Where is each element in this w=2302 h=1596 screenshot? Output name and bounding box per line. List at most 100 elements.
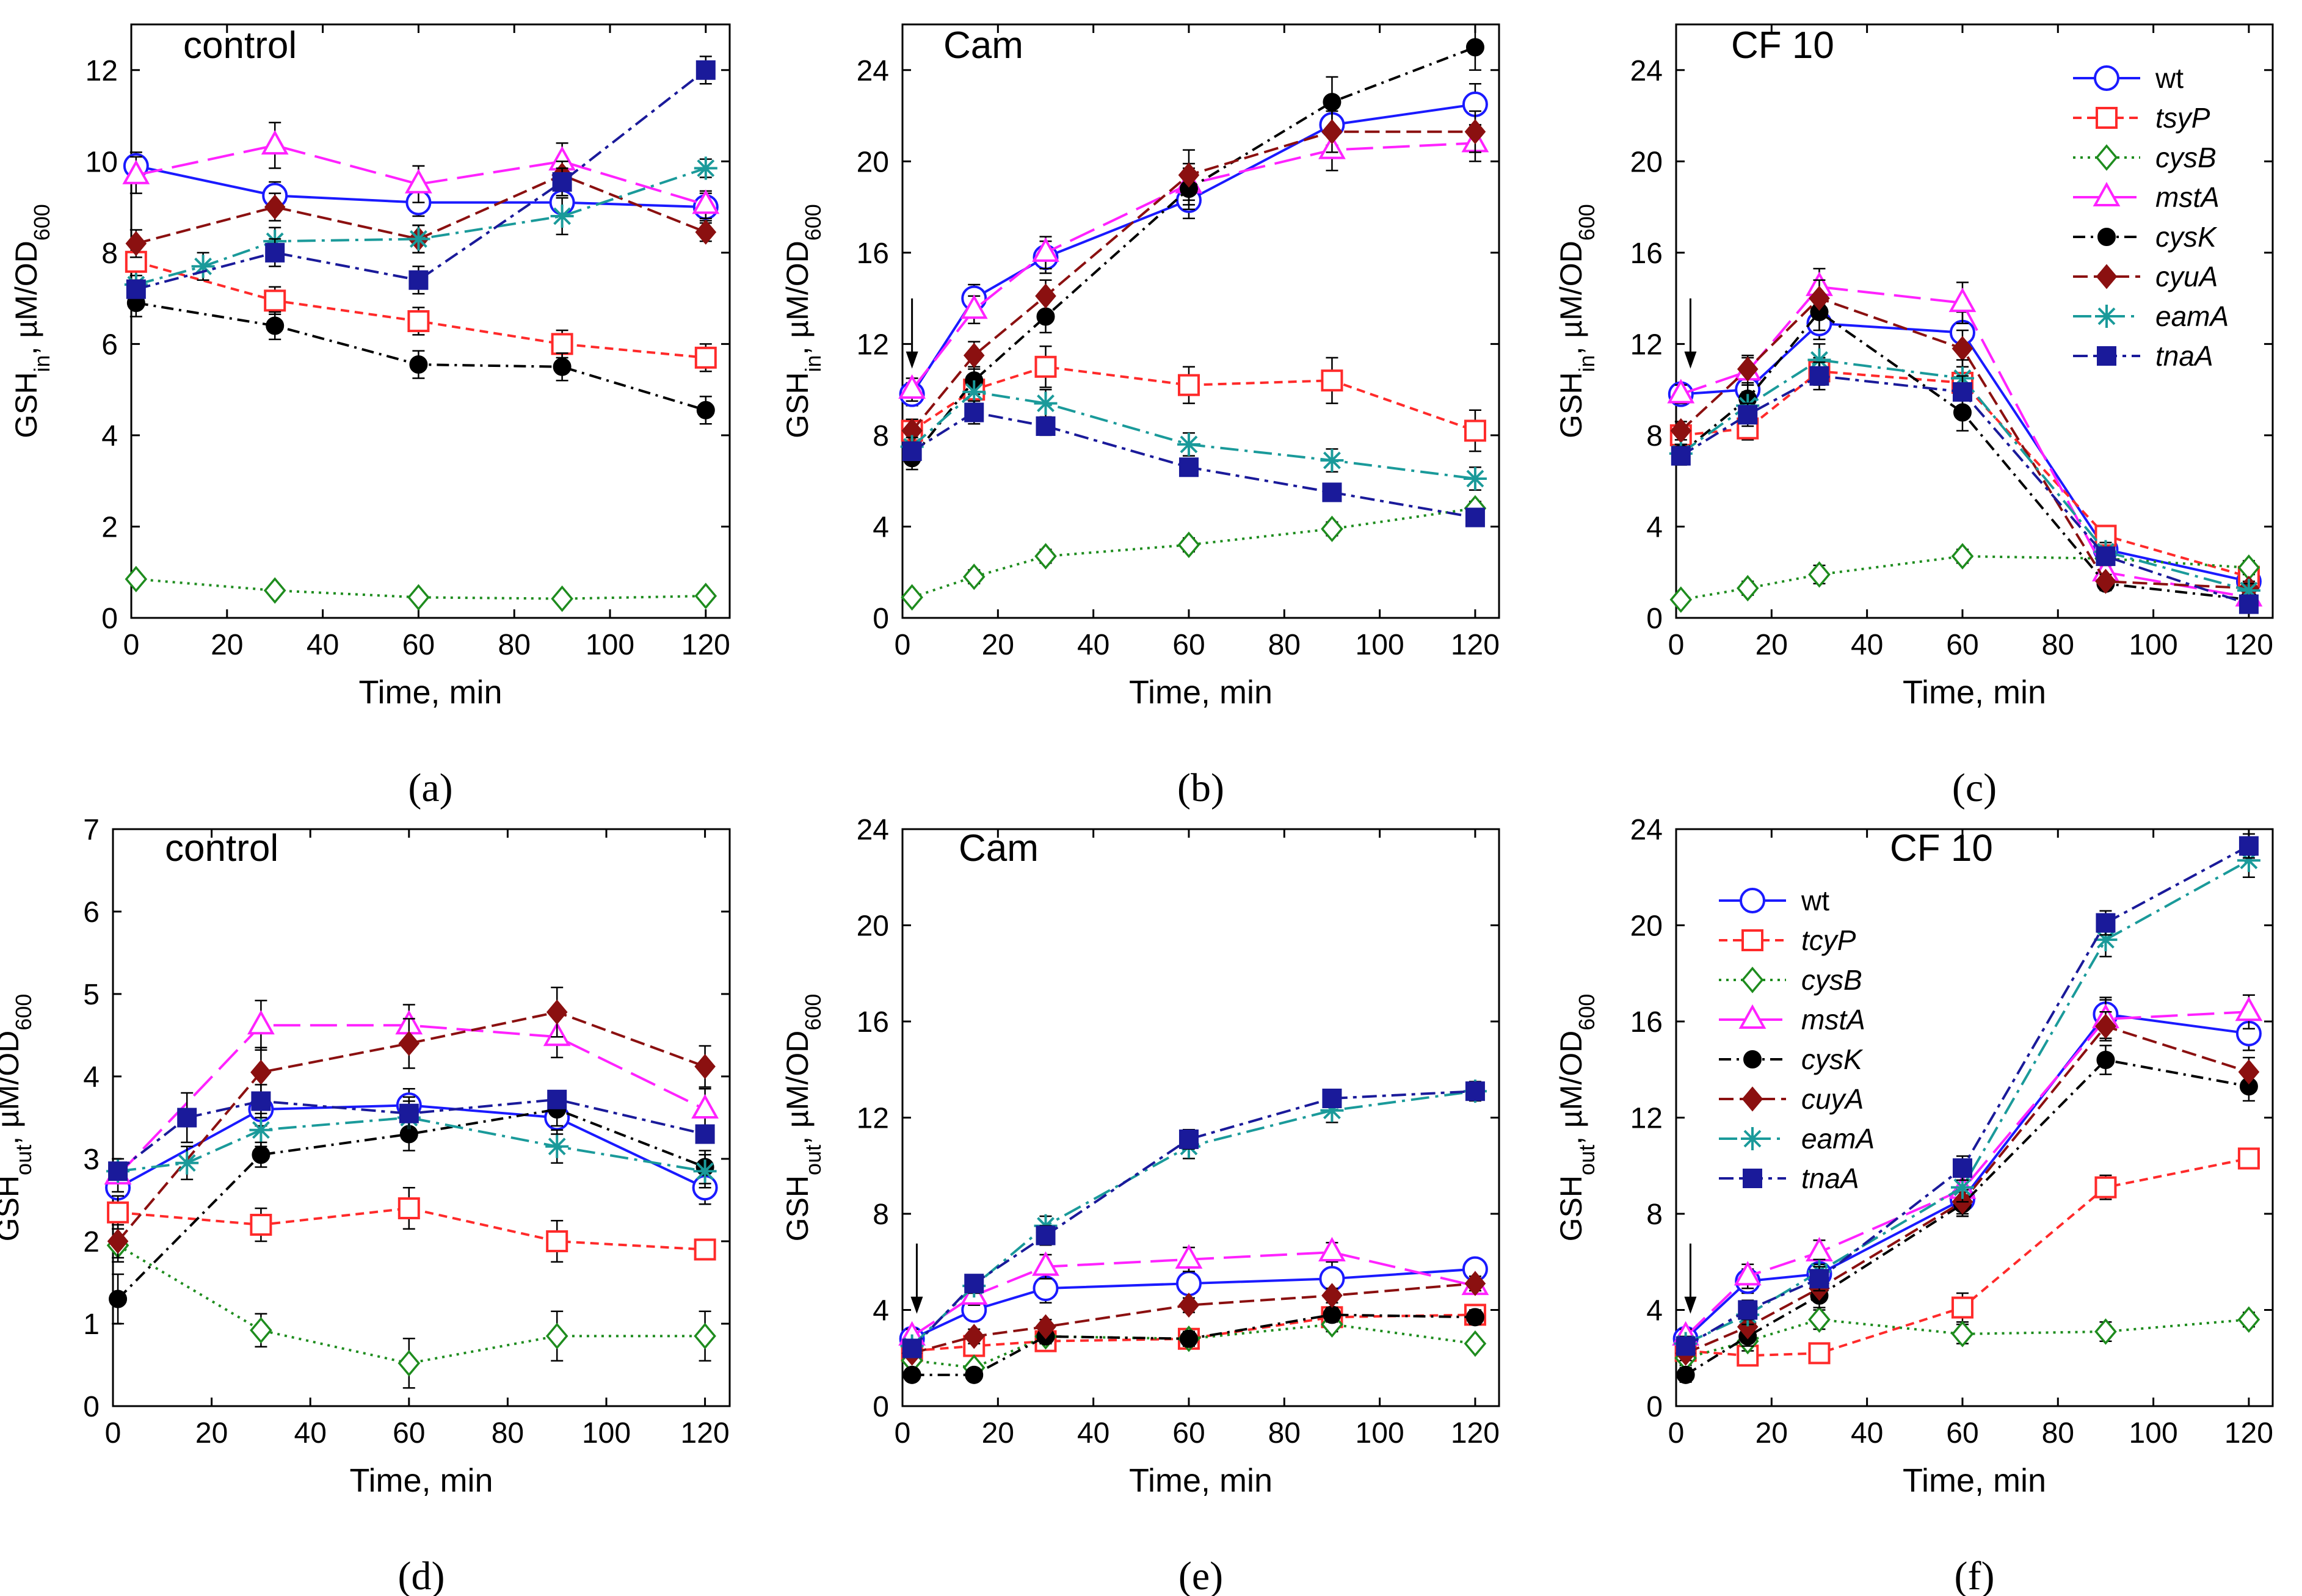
x-tick-label: 0	[1668, 629, 1685, 661]
y-tick-label: 20	[857, 146, 889, 178]
x-tick-label: 120	[681, 1417, 730, 1449]
x-axis-label: Time, min	[1903, 674, 2046, 711]
data-point-tnaA	[1738, 1300, 1758, 1320]
legend-label-eamA: eamA	[2155, 300, 2229, 332]
panel-4: 0 20 40 60 80 100 120 0 1 2 3 4 5 6 7 Time, min GSHout, …	[0, 814, 731, 1596]
x-axis-label: Time, min	[358, 674, 502, 711]
y-tick-label: 12	[857, 328, 889, 361]
series-line-mstA	[1685, 1010, 2249, 1338]
series-line-cysB	[912, 1323, 1476, 1369]
series-line-eamA	[136, 167, 706, 286]
series-line-tsyP	[1680, 370, 2249, 578]
x-axis-label: Time, min	[1129, 1462, 1273, 1499]
y-axis-label: GSHout, µM/OD600	[0, 994, 36, 1242]
data-point-mstA	[1032, 1251, 1059, 1276]
x-tick-label: 100	[2129, 629, 2178, 661]
x-tick-label: 20	[982, 629, 1014, 661]
x-tick-label: 80	[498, 629, 531, 661]
data-point-cyuA	[125, 231, 147, 256]
data-point-mstA	[1734, 1261, 1762, 1286]
y-tick-label: 4	[873, 1295, 889, 1327]
arrow-head	[1684, 351, 1697, 369]
legend-label-cysB: cysB	[1801, 964, 1862, 996]
y-tick-label: 4	[1646, 1295, 1663, 1327]
x-tick-label: 120	[1451, 1417, 1500, 1449]
y-tick-label: 4	[873, 511, 889, 543]
plot-frame	[130, 23, 731, 619]
data-point-cysB	[1321, 515, 1343, 542]
data-point-cyuA	[546, 999, 568, 1025]
legend: wt tcyP cysB mstA cysK cuyA eamA tnaA	[1719, 885, 1875, 1194]
x-tick-label: 40	[307, 629, 339, 661]
data-point-tnaA	[1178, 457, 1199, 477]
y-tick-label: 6	[101, 328, 118, 361]
series-line-cyuA	[117, 1010, 706, 1242]
data-point-cysB	[407, 584, 430, 611]
y-tick-label: 0	[83, 1391, 100, 1423]
series-eamA	[900, 377, 1487, 491]
y-tick-label: 6	[83, 896, 100, 929]
series-line-cysK	[1680, 310, 2249, 601]
panel-6: 0 20 40 60 80 100 120 0 4 8 12 16 20 24 Time, min GSHou…	[1554, 814, 2274, 1596]
series-cysB	[106, 1228, 716, 1389]
data-point-cysB	[250, 1317, 272, 1344]
data-point-tsyP	[546, 1230, 568, 1252]
x-tick-label: 60	[1946, 1417, 1978, 1449]
legend-label-cysB: cysB	[2155, 142, 2217, 173]
data-point-tcyP	[2094, 1176, 2117, 1199]
series-line-eamA	[911, 390, 1476, 480]
panel-letter: (b)	[1177, 766, 1224, 810]
data-point-cysB	[263, 577, 286, 604]
data-point-cysK	[1465, 38, 1484, 57]
series-tsyP	[125, 247, 717, 372]
data-point-mstA	[1948, 287, 1977, 313]
data-point-cyuA	[1035, 1314, 1056, 1340]
data-point-cyuA	[963, 343, 985, 368]
data-point-cysK	[553, 357, 572, 376]
series-line-eamA	[1685, 859, 2249, 1345]
series-tnaA	[108, 1084, 715, 1181]
x-axis-label: Time, min	[1903, 1462, 2046, 1499]
series-tnaA	[126, 56, 716, 299]
data-point-eamA	[962, 380, 986, 404]
x-axis-label: Time, min	[349, 1462, 493, 1499]
data-point-tnaA	[1036, 416, 1056, 436]
x-tick-label: 0	[1668, 1417, 1685, 1449]
data-point-cysB	[1808, 561, 1831, 588]
data-point-tnaA	[408, 270, 429, 290]
y-tick-label: 24	[1630, 814, 1663, 846]
y-tick-label: 12	[85, 55, 118, 87]
x-tick-label: 100	[1356, 629, 1404, 661]
y-tick-label: 2	[83, 1226, 100, 1258]
data-point-cysK	[2096, 1051, 2115, 1069]
panel-letter: (a)	[408, 766, 452, 810]
series-line-tnaA	[117, 1098, 706, 1172]
data-point-cysB	[1177, 531, 1200, 559]
data-point-eamA	[1463, 466, 1487, 490]
legend-marker-tnaA	[1743, 1169, 1762, 1188]
data-point-tnaA	[2238, 594, 2259, 614]
data-point-tnaA	[2238, 836, 2259, 856]
panel-title: control	[165, 827, 278, 869]
data-point-wt	[1175, 1271, 1202, 1297]
y-tick-label: 2	[101, 511, 118, 543]
data-point-cyuA	[398, 1031, 420, 1056]
y-tick-label: 12	[857, 1103, 889, 1135]
data-point-tnaA	[552, 172, 572, 192]
data-point-cyuA	[1178, 162, 1200, 188]
x-tick-label: 100	[1356, 1417, 1404, 1449]
data-point-tnaA	[547, 1089, 567, 1109]
data-point-tnaA	[1671, 446, 1691, 466]
plot-frame	[901, 828, 1500, 1407]
series-line-cuyA	[1685, 1025, 2249, 1355]
data-point-cuyA	[2095, 1014, 2116, 1039]
x-tick-label: 120	[2224, 629, 2273, 661]
series-tnaA	[902, 1081, 1485, 1358]
data-point-eamA	[191, 255, 215, 278]
data-point-tnaA	[1809, 1269, 1829, 1289]
y-tick-label: 0	[1646, 1391, 1663, 1423]
data-point-tcyP	[1808, 1342, 1831, 1365]
data-point-cysK	[109, 1289, 128, 1308]
data-point-wt	[1033, 1275, 1059, 1302]
